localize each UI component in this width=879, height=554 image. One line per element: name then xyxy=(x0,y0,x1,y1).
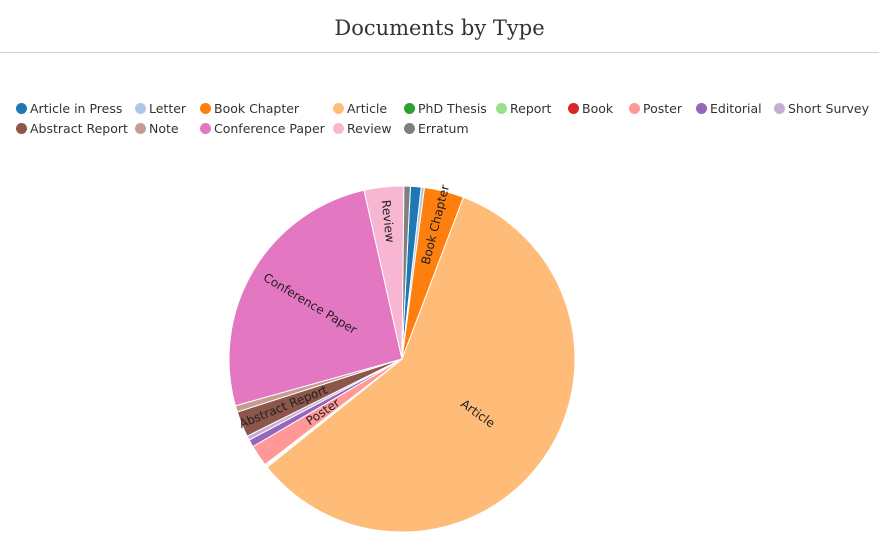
legend-swatch xyxy=(774,102,785,114)
legend-swatch xyxy=(333,122,344,134)
legend-swatch xyxy=(404,122,415,134)
title-divider xyxy=(0,52,879,53)
legend-item-article-in-press[interactable]: Article in Press xyxy=(16,101,122,116)
legend-label: Book Chapter xyxy=(214,100,300,116)
legend-swatch xyxy=(135,102,146,114)
legend-swatch xyxy=(333,102,344,114)
legend-item-letter[interactable]: Letter xyxy=(135,101,186,116)
chart-title: Documents by Type xyxy=(334,16,545,40)
legend-item-conference-paper[interactable]: Conference Paper xyxy=(200,121,325,136)
legend-label: Letter xyxy=(149,100,187,116)
legend-label: Conference Paper xyxy=(214,120,325,136)
legend-label: Report xyxy=(510,100,552,116)
legend-item-erratum[interactable]: Erratum xyxy=(404,121,469,136)
legend-label: Note xyxy=(149,120,179,136)
legend-label: PhD Thesis xyxy=(418,100,487,116)
legend-swatch xyxy=(200,102,211,114)
legend-item-poster[interactable]: Poster xyxy=(629,101,682,116)
legend-swatch xyxy=(404,102,415,114)
slice-label-review: Review xyxy=(379,199,397,243)
legend-item-report[interactable]: Report xyxy=(496,101,551,116)
legend-label: Book xyxy=(582,100,614,116)
legend-item-article[interactable]: Article xyxy=(333,101,387,116)
legend-swatch xyxy=(568,102,579,114)
legend-label: Review xyxy=(347,120,392,136)
legend-item-editorial[interactable]: Editorial xyxy=(696,101,762,116)
legend-swatch xyxy=(16,122,27,134)
legend-swatch xyxy=(629,102,640,114)
legend-item-short-survey[interactable]: Short Survey xyxy=(774,101,869,116)
pie-slice-conference-paper[interactable] xyxy=(228,189,403,407)
legend-label: Short Survey xyxy=(788,100,869,116)
legend-item-note[interactable]: Note xyxy=(135,121,179,136)
legend-label: Erratum xyxy=(418,120,469,136)
chart-legend: Article in Press Letter Book Chapter Articl… xyxy=(16,98,876,138)
legend-row: Article in Press Letter Book Chapter Articl… xyxy=(16,98,876,118)
legend-label: Abstract Report xyxy=(30,120,128,136)
legend-label: Poster xyxy=(643,100,682,116)
legend-label: Editorial xyxy=(710,100,762,116)
legend-item-abstract-report[interactable]: Abstract Report xyxy=(16,121,128,136)
legend-swatch xyxy=(200,122,211,134)
legend-swatch xyxy=(696,102,707,114)
legend-item-book[interactable]: Book xyxy=(568,101,613,116)
legend-swatch xyxy=(496,102,507,114)
legend-label: Article xyxy=(347,100,388,116)
legend-item-review[interactable]: Review xyxy=(333,121,392,136)
legend-swatch xyxy=(16,102,27,114)
legend-item-book-chapter[interactable]: Book Chapter xyxy=(200,101,299,116)
legend-swatch xyxy=(135,122,146,134)
legend-row: Abstract Report Note Conference Paper Revie… xyxy=(16,118,876,138)
pie-slice-article[interactable] xyxy=(266,196,576,533)
legend-item-phd-thesis[interactable]: PhD Thesis xyxy=(404,101,487,116)
pie-slice-erratum[interactable] xyxy=(401,185,411,360)
legend-label: Article in Press xyxy=(30,100,123,116)
